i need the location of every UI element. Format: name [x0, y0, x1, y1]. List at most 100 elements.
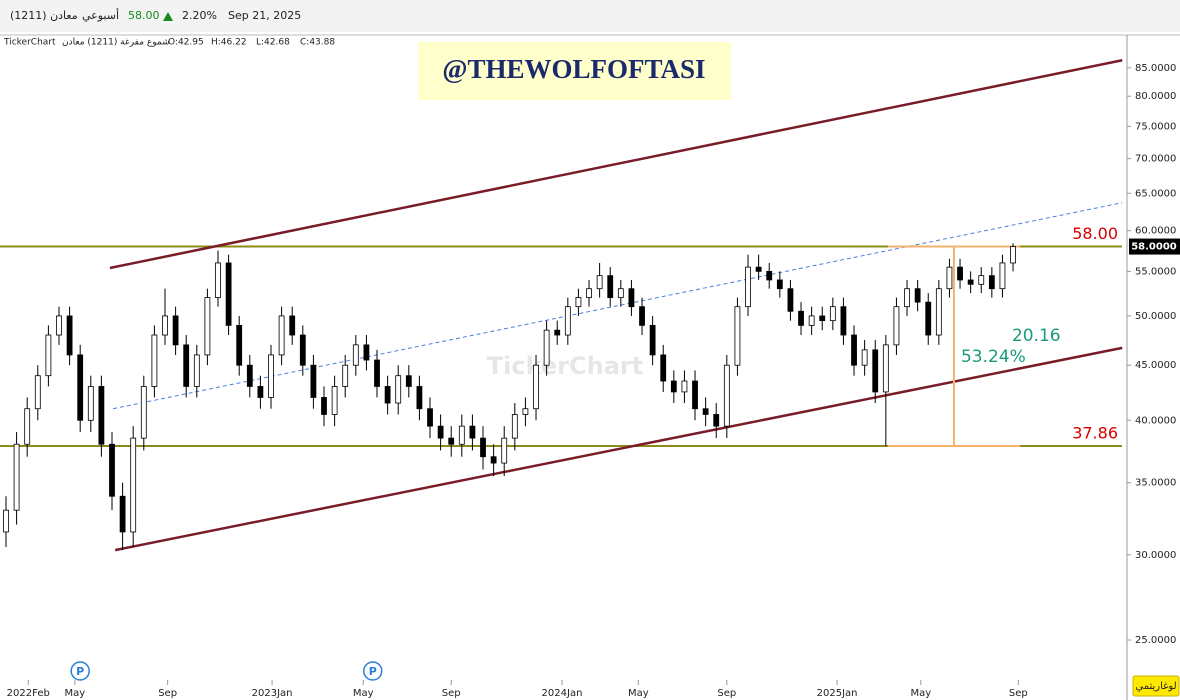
- x-tick-label: Sep: [442, 688, 461, 699]
- candle-body: [225, 262, 232, 326]
- candle-body: [268, 354, 274, 398]
- candle-body: [967, 279, 974, 285]
- candle-body: [787, 288, 794, 312]
- x-tick-label: Sep: [158, 688, 177, 699]
- candle-body: [628, 288, 635, 308]
- candle-body: [45, 334, 52, 377]
- candle-body: [554, 329, 561, 336]
- candle-body: [490, 456, 497, 464]
- candle-body: [374, 359, 380, 387]
- period: أسبوعي: [82, 8, 119, 22]
- y-tick-label: 55.0000: [1135, 266, 1176, 277]
- candle-body: [904, 288, 910, 308]
- candle-body: [384, 386, 391, 404]
- candle-body: [24, 408, 31, 445]
- chart-style: شموع مفرغة (1211) معادن: [62, 38, 170, 48]
- candle-body: [183, 344, 190, 387]
- watermark: TickerChart: [487, 352, 643, 380]
- ohlc: C:43.88: [300, 38, 335, 48]
- change: 2.20%: [182, 9, 217, 22]
- candle-body: [257, 386, 264, 398]
- candle-body: [331, 386, 338, 415]
- x-tick-label: 2025Jan: [817, 688, 858, 699]
- trend-line: [109, 58, 1123, 270]
- candle-body: [109, 443, 115, 497]
- candle-body: [34, 375, 41, 410]
- candle-body: [395, 375, 402, 404]
- candle-body: [87, 386, 94, 421]
- candle-body: [172, 315, 179, 346]
- ohlc: L:42.68: [256, 38, 290, 48]
- candle-body: [639, 306, 645, 326]
- candle-body: [692, 380, 698, 410]
- candle-body: [501, 437, 508, 464]
- measure-change: 20.16: [1012, 326, 1061, 346]
- x-tick-label: Sep: [717, 688, 736, 699]
- x-tick-label: 2022Feb: [7, 688, 50, 699]
- candle-body: [586, 288, 592, 299]
- candle-body: [957, 266, 963, 281]
- candle-body: [808, 315, 815, 326]
- y-tick-label: 70.0000: [1135, 154, 1176, 165]
- candle-body: [670, 380, 677, 393]
- x-tick-label: May: [910, 688, 931, 699]
- candle-body: [193, 354, 200, 387]
- y-tick-label: 50.0000: [1135, 311, 1176, 322]
- last-price-tag: [1129, 238, 1180, 255]
- candle-body: [236, 324, 243, 366]
- candle-body: [321, 397, 327, 415]
- candle-body: [416, 386, 423, 410]
- candle-body: [660, 354, 667, 382]
- candle-body: [946, 266, 953, 290]
- date: Sep 21, 2025: [228, 9, 301, 22]
- candle-body: [829, 306, 836, 322]
- log-button[interactable]: [1132, 675, 1180, 697]
- event-marker: [363, 661, 383, 681]
- candle-body: [999, 262, 1006, 290]
- candle-body: [564, 306, 571, 336]
- y-tick-label: 85.0000: [1135, 63, 1176, 74]
- candle-body: [289, 315, 296, 336]
- candle-body: [363, 344, 370, 361]
- measure-percent: 53.24%: [961, 347, 1026, 367]
- source: TickerChart: [3, 38, 56, 48]
- candle-body: [776, 279, 783, 290]
- candle-body: [734, 306, 741, 366]
- candle-body: [299, 334, 306, 366]
- y-tick-label: 60.0000: [1135, 226, 1176, 237]
- event-label: P: [369, 665, 377, 678]
- candle-body: [77, 354, 84, 421]
- candle-body: [988, 275, 995, 290]
- candle-body: [437, 425, 444, 439]
- event-marker: [70, 661, 90, 681]
- candle-body: [617, 288, 624, 299]
- candle-body: [1010, 246, 1016, 264]
- x-tick-label: 2023Jan: [252, 688, 293, 699]
- header-bar: [0, 0, 1180, 32]
- candle-body: [480, 437, 486, 458]
- candle-body: [840, 306, 847, 336]
- candle-body: [723, 364, 730, 427]
- y-tick-label: 75.0000: [1135, 121, 1176, 132]
- log-button-label[interactable]: لوغاريتمي: [1135, 681, 1176, 692]
- level-label: 58.00: [1072, 224, 1118, 243]
- symbol: معادن (1211): [10, 9, 78, 22]
- candle-body: [893, 306, 900, 346]
- candle-body: [872, 349, 879, 393]
- candle-body: [151, 334, 158, 387]
- y-tick-label: 80.0000: [1135, 91, 1176, 102]
- price: 58.00: [128, 9, 160, 22]
- y-tick-label: 40.0000: [1135, 415, 1176, 426]
- last-price-label: 58.0000: [1131, 242, 1177, 253]
- candle-body: [215, 262, 221, 299]
- candle-body: [543, 329, 550, 366]
- candle-body: [3, 509, 9, 533]
- candle-body: [130, 437, 137, 533]
- candle-body: [246, 364, 253, 387]
- x-tick-label: May: [65, 688, 86, 699]
- candle-body: [469, 425, 476, 439]
- candle-body: [882, 344, 889, 393]
- candle-body: [522, 408, 529, 415]
